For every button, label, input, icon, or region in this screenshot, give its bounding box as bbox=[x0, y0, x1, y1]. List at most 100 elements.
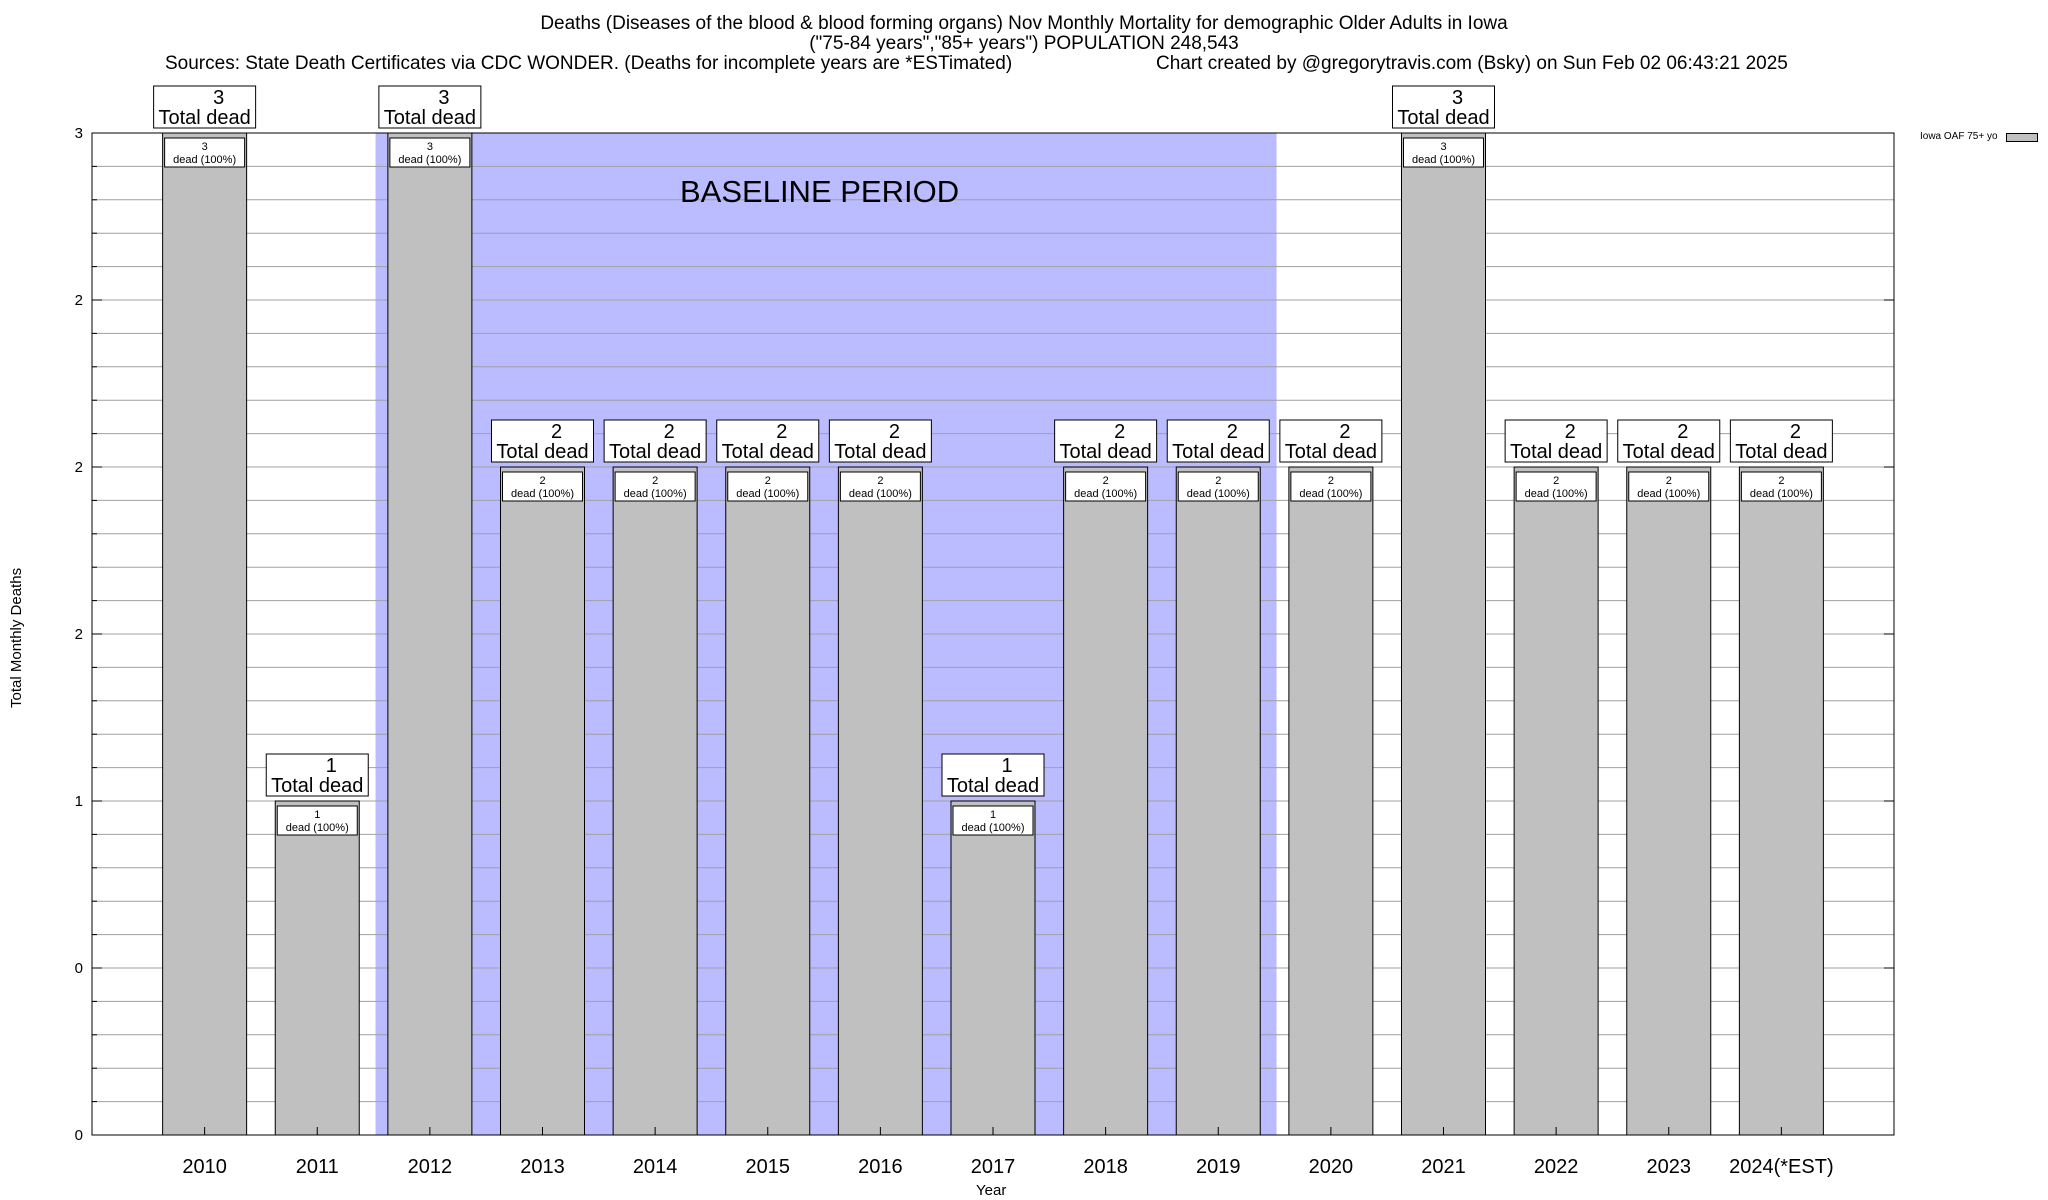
bar bbox=[1738, 466, 1824, 1136]
x-tick-label: 2020 bbox=[1309, 1156, 1354, 1178]
bar-inner-label: dead (100%) bbox=[1187, 488, 1250, 500]
x-tick-label: 2010 bbox=[182, 1156, 227, 1178]
bar-total-value: 1 bbox=[326, 755, 337, 777]
x-tick-label: 2022 bbox=[1534, 1156, 1579, 1178]
bar bbox=[1175, 466, 1261, 1136]
bar-total-label: Total dead bbox=[1172, 441, 1264, 463]
bar-inner-label: dead (100%) bbox=[849, 488, 912, 500]
bar-total-label-box bbox=[1166, 419, 1270, 463]
bar-total-label-box bbox=[716, 419, 820, 463]
y-tick-label: 2 bbox=[75, 459, 83, 476]
bar-total-label: Total dead bbox=[496, 441, 588, 463]
bar-total-value: 2 bbox=[1790, 421, 1801, 443]
bar-total-label: Total dead bbox=[271, 775, 363, 797]
baseline-period-label: BASELINE PERIOD bbox=[680, 174, 960, 209]
bar-total-label-box bbox=[265, 753, 369, 797]
bar-inner-label: dead (100%) bbox=[736, 488, 799, 500]
bar-inner-value: 3 bbox=[202, 141, 208, 153]
bar-inner-value: 2 bbox=[1215, 475, 1221, 487]
bar-total-label-box bbox=[1279, 419, 1383, 463]
x-tick-label: 2016 bbox=[858, 1156, 903, 1178]
bar bbox=[612, 466, 698, 1136]
bar-total-label-box bbox=[828, 419, 932, 463]
chart-sources: Sources: State Death Certificates via CD… bbox=[165, 53, 1013, 74]
bar-inner-label: dead (100%) bbox=[962, 822, 1025, 834]
bar-inner-value: 2 bbox=[1666, 475, 1672, 487]
bar-inner-label-box bbox=[1628, 471, 1710, 502]
y-tick-label: 2 bbox=[75, 292, 83, 309]
bar-total-label: Total dead bbox=[1623, 441, 1715, 463]
bar-inner-label: dead (100%) bbox=[1750, 488, 1813, 500]
bar-total-label: Total dead bbox=[158, 107, 250, 129]
bar-inner-value: 2 bbox=[765, 475, 771, 487]
x-tick-label: 2017 bbox=[971, 1156, 1016, 1178]
bar-inner-label-box bbox=[389, 137, 471, 168]
bar-inner-label: dead (100%) bbox=[173, 154, 236, 166]
bar-total-value: 3 bbox=[1452, 87, 1463, 109]
legend-label: Iowa OAF 75+ yo bbox=[1920, 131, 1998, 142]
bar-total-label: Total dead bbox=[384, 107, 476, 129]
y-tick-label: 1 bbox=[75, 793, 83, 810]
bar bbox=[1513, 466, 1599, 1136]
bar bbox=[725, 466, 811, 1136]
bar-total-value: 2 bbox=[1339, 421, 1350, 443]
bar bbox=[162, 132, 248, 1136]
bar-total-label: Total dead bbox=[722, 441, 814, 463]
bar-total-value: 2 bbox=[1227, 421, 1238, 443]
bar-inner-value: 2 bbox=[1553, 475, 1559, 487]
bar-total-value: 2 bbox=[664, 421, 675, 443]
bar-total-label: Total dead bbox=[1059, 441, 1151, 463]
bar-inner-value: 2 bbox=[1328, 475, 1334, 487]
bar-total-label-box bbox=[1392, 85, 1495, 129]
bar-total-value: 3 bbox=[213, 87, 224, 109]
bar-inner-label-box bbox=[1515, 471, 1597, 502]
bar bbox=[950, 800, 1036, 1136]
bar bbox=[274, 800, 360, 1136]
bar-total-label-box bbox=[1729, 419, 1833, 463]
bar bbox=[1063, 466, 1149, 1136]
bar-total-label: Total dead bbox=[1285, 441, 1377, 463]
y-tick-label: 3 bbox=[75, 125, 83, 142]
bar-inner-label-box bbox=[952, 805, 1034, 836]
bar-total-value: 2 bbox=[1114, 421, 1125, 443]
x-tick-label: 2024(*EST) bbox=[1729, 1156, 1834, 1178]
x-axis-label: Year bbox=[976, 1182, 1007, 1199]
bar-inner-value: 2 bbox=[1103, 475, 1109, 487]
bar-inner-label: dead (100%) bbox=[511, 488, 574, 500]
x-tick-label: 2018 bbox=[1083, 1156, 1128, 1178]
bar-inner-label: dead (100%) bbox=[1074, 488, 1137, 500]
bar-total-label: Total dead bbox=[1735, 441, 1827, 463]
bar-inner-label-box bbox=[276, 805, 358, 836]
x-tick-label: 2012 bbox=[408, 1156, 453, 1178]
bar-total-value: 2 bbox=[551, 421, 562, 443]
bar-total-label-box bbox=[1617, 419, 1721, 463]
x-tick-label: 2021 bbox=[1421, 1156, 1466, 1178]
bar-inner-label: dead (100%) bbox=[1299, 488, 1362, 500]
bar-inner-label: dead (100%) bbox=[1637, 488, 1700, 500]
bar bbox=[1288, 466, 1374, 1136]
x-tick-label: 2014 bbox=[633, 1156, 678, 1178]
x-tick-label: 2019 bbox=[1196, 1156, 1241, 1178]
chart-credit: Chart created by @gregorytravis.com (Bsk… bbox=[1156, 53, 1788, 74]
bar-inner-label-box bbox=[1065, 471, 1147, 502]
bar-inner-label: dead (100%) bbox=[286, 822, 349, 834]
x-tick-label: 2013 bbox=[520, 1156, 565, 1178]
bar-inner-label-box bbox=[839, 471, 921, 502]
bar bbox=[387, 132, 473, 1136]
bar-total-label-box bbox=[1054, 419, 1158, 463]
bar-total-label: Total dead bbox=[1510, 441, 1602, 463]
plot-frame bbox=[91, 132, 1895, 1136]
bar-inner-label-box bbox=[1177, 471, 1259, 502]
bar-inner-value: 3 bbox=[1440, 141, 1446, 153]
chart-subtitle: ("75-84 years","85+ years") POPULATION 2… bbox=[809, 33, 1239, 54]
x-tick-label: 2011 bbox=[296, 1156, 339, 1178]
bar bbox=[500, 466, 585, 1136]
bar bbox=[1626, 466, 1712, 1136]
y-tick-label: 0 bbox=[75, 1127, 83, 1144]
y-tick-label: 0 bbox=[75, 960, 83, 977]
bar-total-label-box bbox=[603, 419, 707, 463]
bar-total-value: 3 bbox=[438, 87, 449, 109]
bar-inner-label-box bbox=[614, 471, 696, 502]
bar-total-label-box bbox=[491, 419, 594, 463]
